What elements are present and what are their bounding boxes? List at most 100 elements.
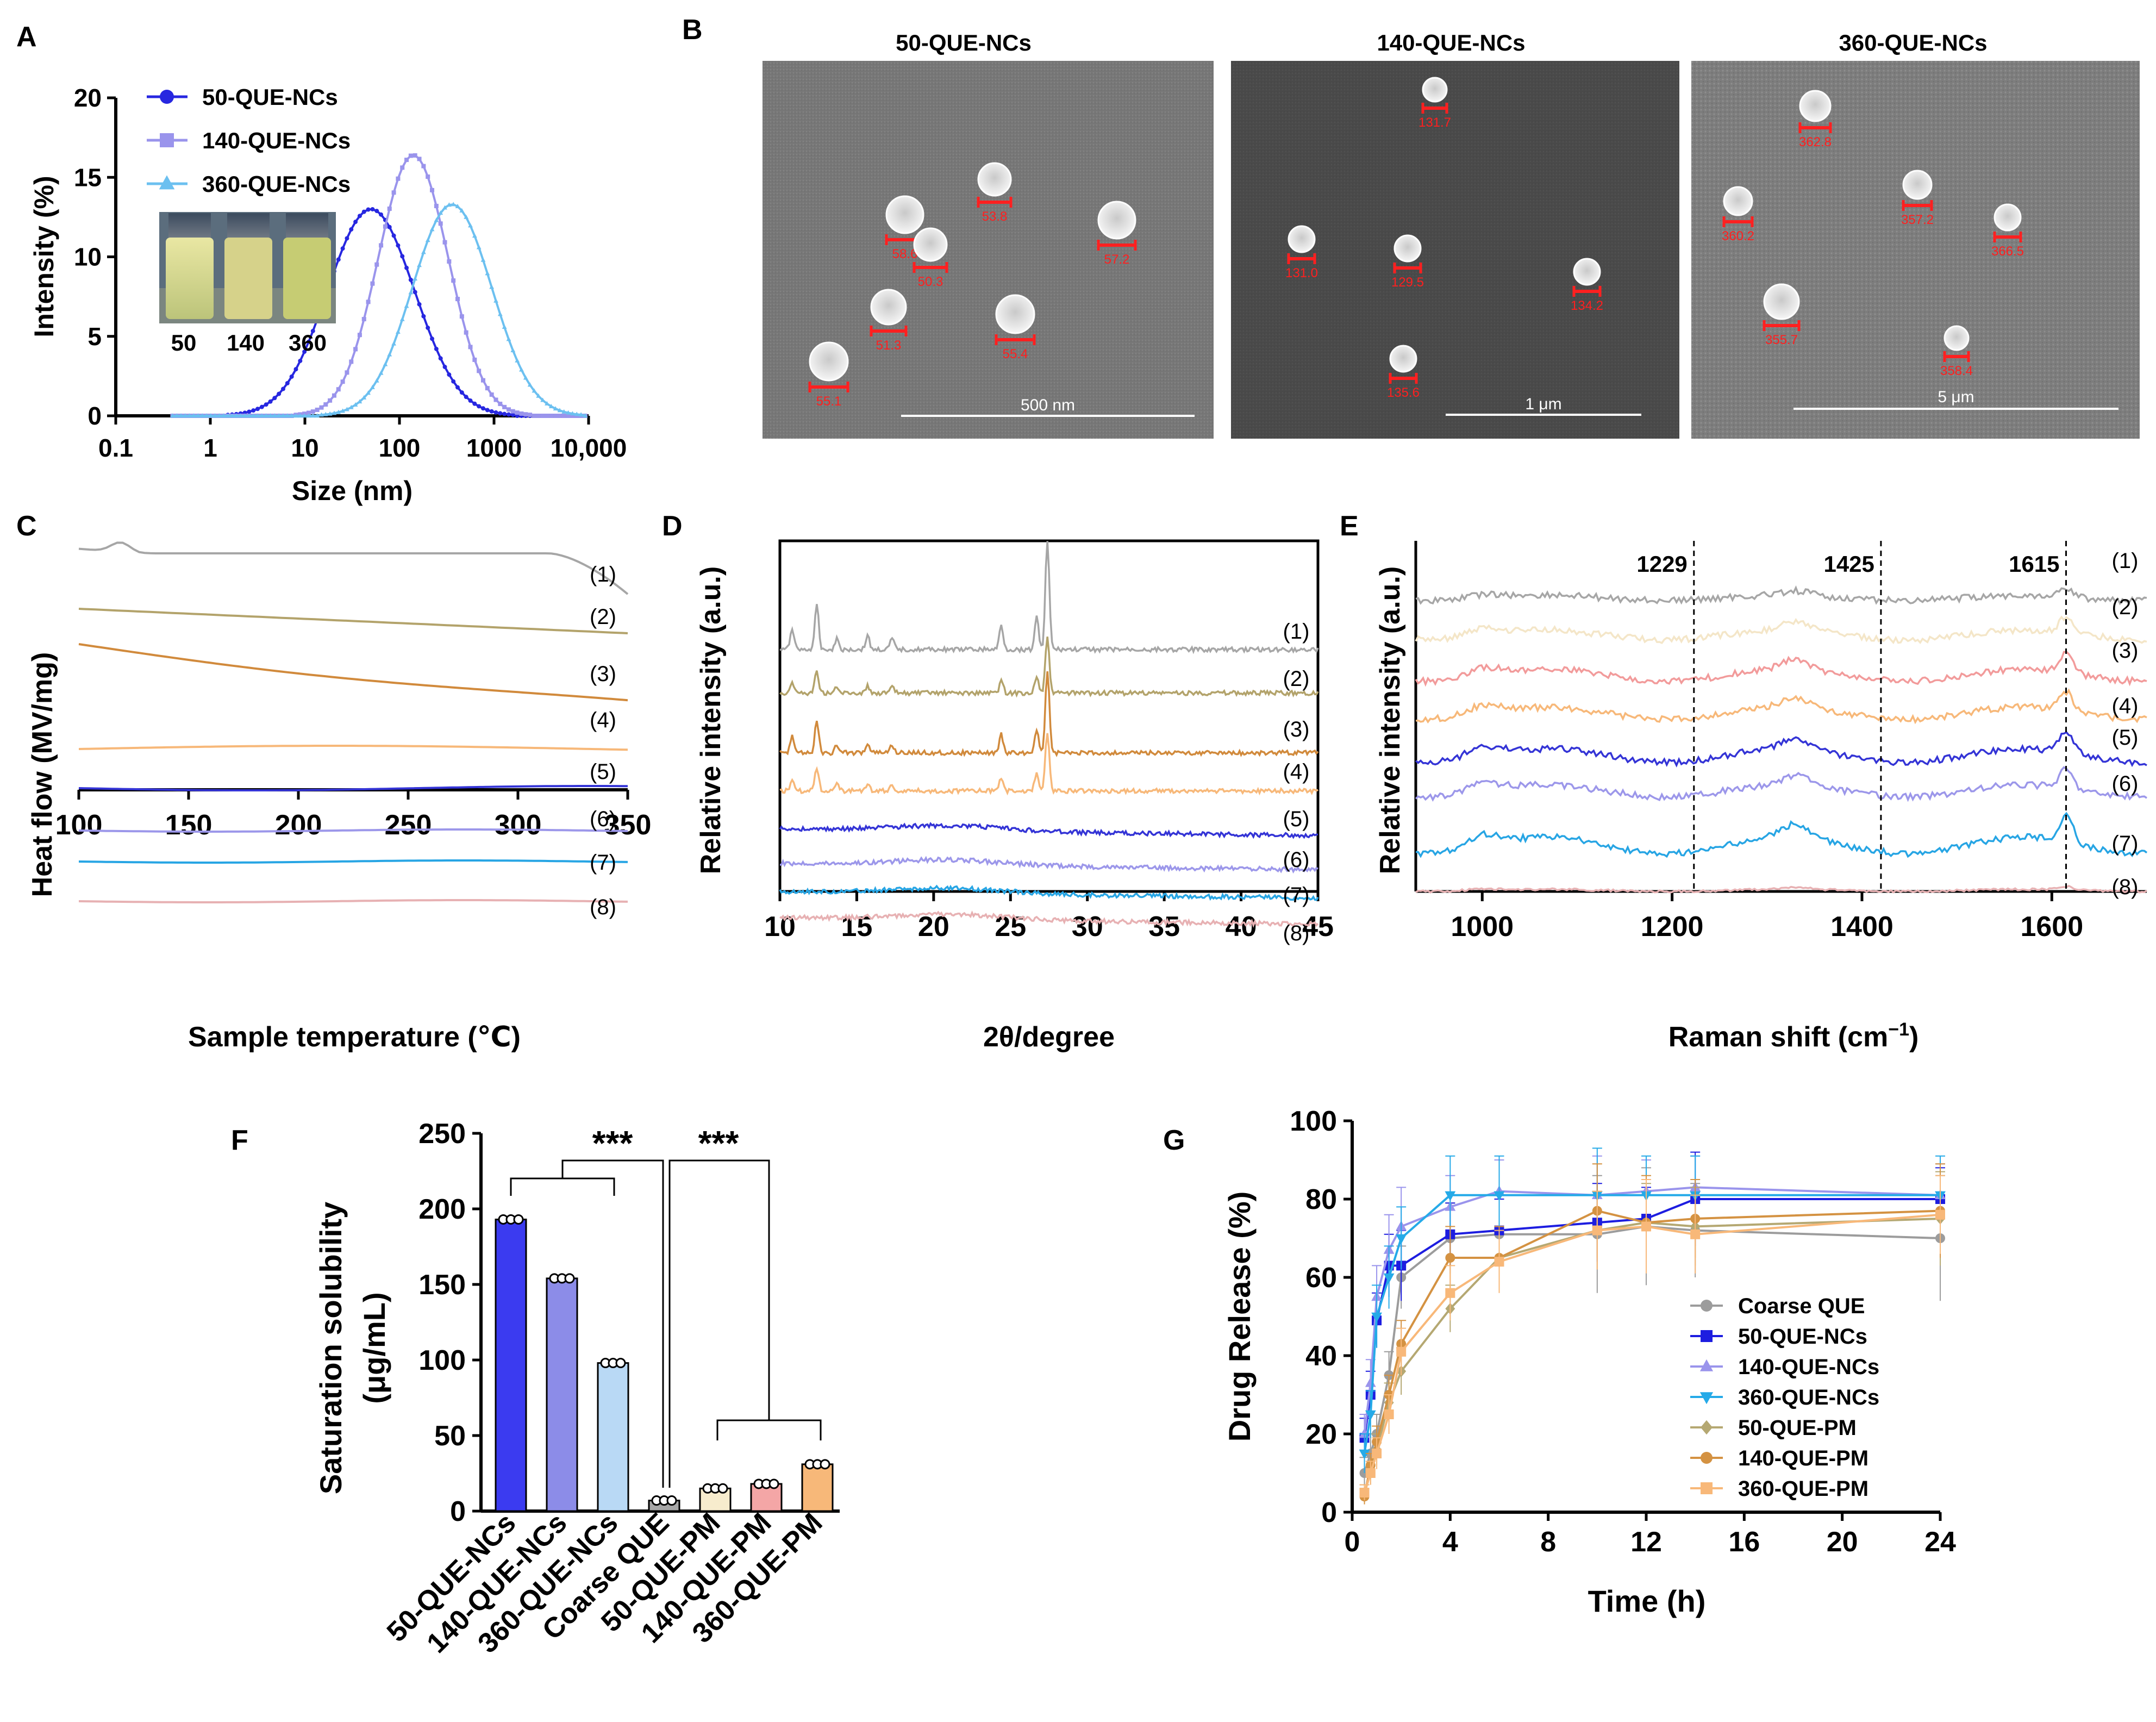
size-point (234, 413, 239, 418)
xrd-curve-(4) (779, 733, 1318, 796)
panel-f-y-label-unit: (μg/mL) (357, 1292, 391, 1403)
size-point (548, 403, 554, 408)
size-point (174, 413, 179, 418)
size-point (447, 372, 452, 377)
particle-size-label: 360.2 (1722, 229, 1754, 244)
size-point (374, 262, 379, 267)
release-point (1371, 1312, 1382, 1322)
panel-g-x-label: Time (h) (1588, 1584, 1706, 1618)
size-point (485, 408, 490, 413)
bar-50-QUE-NCs (495, 1218, 527, 1512)
size-point (199, 413, 205, 418)
particle-size-label: 58.6 (892, 247, 918, 261)
size-point (251, 408, 256, 413)
particle-size-label: 53.8 (982, 209, 1008, 224)
size-point (476, 245, 482, 249)
curve-label: (3) (1283, 718, 1310, 741)
particle-size-label: 131.7 (1418, 115, 1451, 130)
raman-curve-(4) (1415, 688, 2147, 725)
size-point (195, 413, 201, 418)
vial-360 (283, 213, 331, 319)
size-point (387, 206, 392, 211)
size-point (506, 336, 511, 341)
legend-marker (160, 90, 174, 104)
size-point (238, 413, 243, 418)
size-point (272, 413, 277, 418)
size-point (255, 413, 260, 418)
nanoparticle (809, 341, 849, 382)
size-point (328, 398, 333, 403)
vial-label-360: 360 (289, 330, 327, 355)
x-tick-label: 150 (165, 809, 213, 841)
size-point (361, 395, 367, 400)
size-point (349, 227, 354, 232)
curve-label: (4) (2112, 694, 2139, 718)
dsc-curve-(5) (78, 785, 628, 791)
x-tick-label: 16 (1728, 1526, 1760, 1558)
curve-label: (5) (2112, 726, 2139, 750)
curve-label: (6) (590, 807, 616, 831)
release-point (1445, 1191, 1456, 1201)
size-point (268, 413, 273, 418)
curve-label: (7) (1283, 883, 1310, 907)
y-tick-label: 60 (1305, 1262, 1337, 1294)
size-point (459, 208, 465, 213)
x-tick-label: 250 (385, 809, 432, 841)
size-point (566, 414, 571, 418)
release-point (1445, 1253, 1455, 1263)
size-point (480, 378, 485, 383)
significance-bracket-pm (668, 1159, 822, 1488)
legend-label: 50-QUE-NCs (1738, 1325, 1867, 1349)
vial-label-50: 50 (171, 330, 197, 355)
particle-size-label: 131.0 (1285, 266, 1318, 280)
size-point (229, 413, 235, 418)
size-point (340, 408, 345, 413)
size-point (468, 345, 473, 350)
size-point (438, 210, 443, 215)
y-tick-label: 0 (450, 1496, 466, 1527)
release-point (1935, 1209, 1945, 1220)
curve-label: (5) (1283, 807, 1310, 831)
raman-curve-(3) (1415, 651, 2147, 687)
particle-size-label: 366.5 (1991, 244, 2024, 259)
size-point (289, 413, 295, 418)
size-point (366, 390, 371, 395)
size-point (523, 375, 528, 380)
size-point (502, 411, 507, 416)
size-point (306, 339, 311, 344)
size-point (332, 393, 336, 398)
size-point (493, 298, 498, 303)
size-point (430, 336, 435, 341)
size-point (408, 290, 414, 295)
x-tick-label: 20 (1827, 1526, 1858, 1558)
xrd-curve-(3) (779, 671, 1319, 758)
size-point (536, 393, 541, 398)
size-point (285, 380, 290, 385)
particle-size-label: 355.7 (1765, 333, 1798, 347)
x-tick-label: 4 (1442, 1526, 1458, 1558)
legend-label: 140-QUE-NCs (202, 128, 351, 153)
curve-label: (6) (1283, 848, 1310, 872)
nanoparticle (977, 162, 1012, 197)
size-point (353, 347, 358, 352)
legend-label: 140-QUE-NCs (1738, 1355, 1879, 1379)
size-point (434, 346, 439, 351)
particle-size-label: 57.2 (1104, 252, 1130, 267)
y-tick-label: 10 (74, 243, 102, 271)
x-tick-label: 350 (604, 809, 652, 841)
release-point (1383, 1273, 1395, 1283)
replicate-point (615, 1358, 626, 1369)
curve-label: (2) (590, 605, 616, 629)
size-point (429, 227, 435, 232)
replicate-point (666, 1495, 677, 1506)
legend-marker (1701, 1300, 1713, 1312)
x-tick-label: 1000 (466, 434, 522, 462)
x-tick-label: 100 (379, 434, 421, 462)
size-point (464, 330, 468, 335)
curve-label: (2) (1283, 667, 1310, 691)
size-point (510, 413, 515, 417)
raman-curve-(7) (1415, 812, 2148, 858)
size-point (357, 333, 362, 338)
size-point (370, 281, 375, 286)
size-point (510, 347, 516, 352)
